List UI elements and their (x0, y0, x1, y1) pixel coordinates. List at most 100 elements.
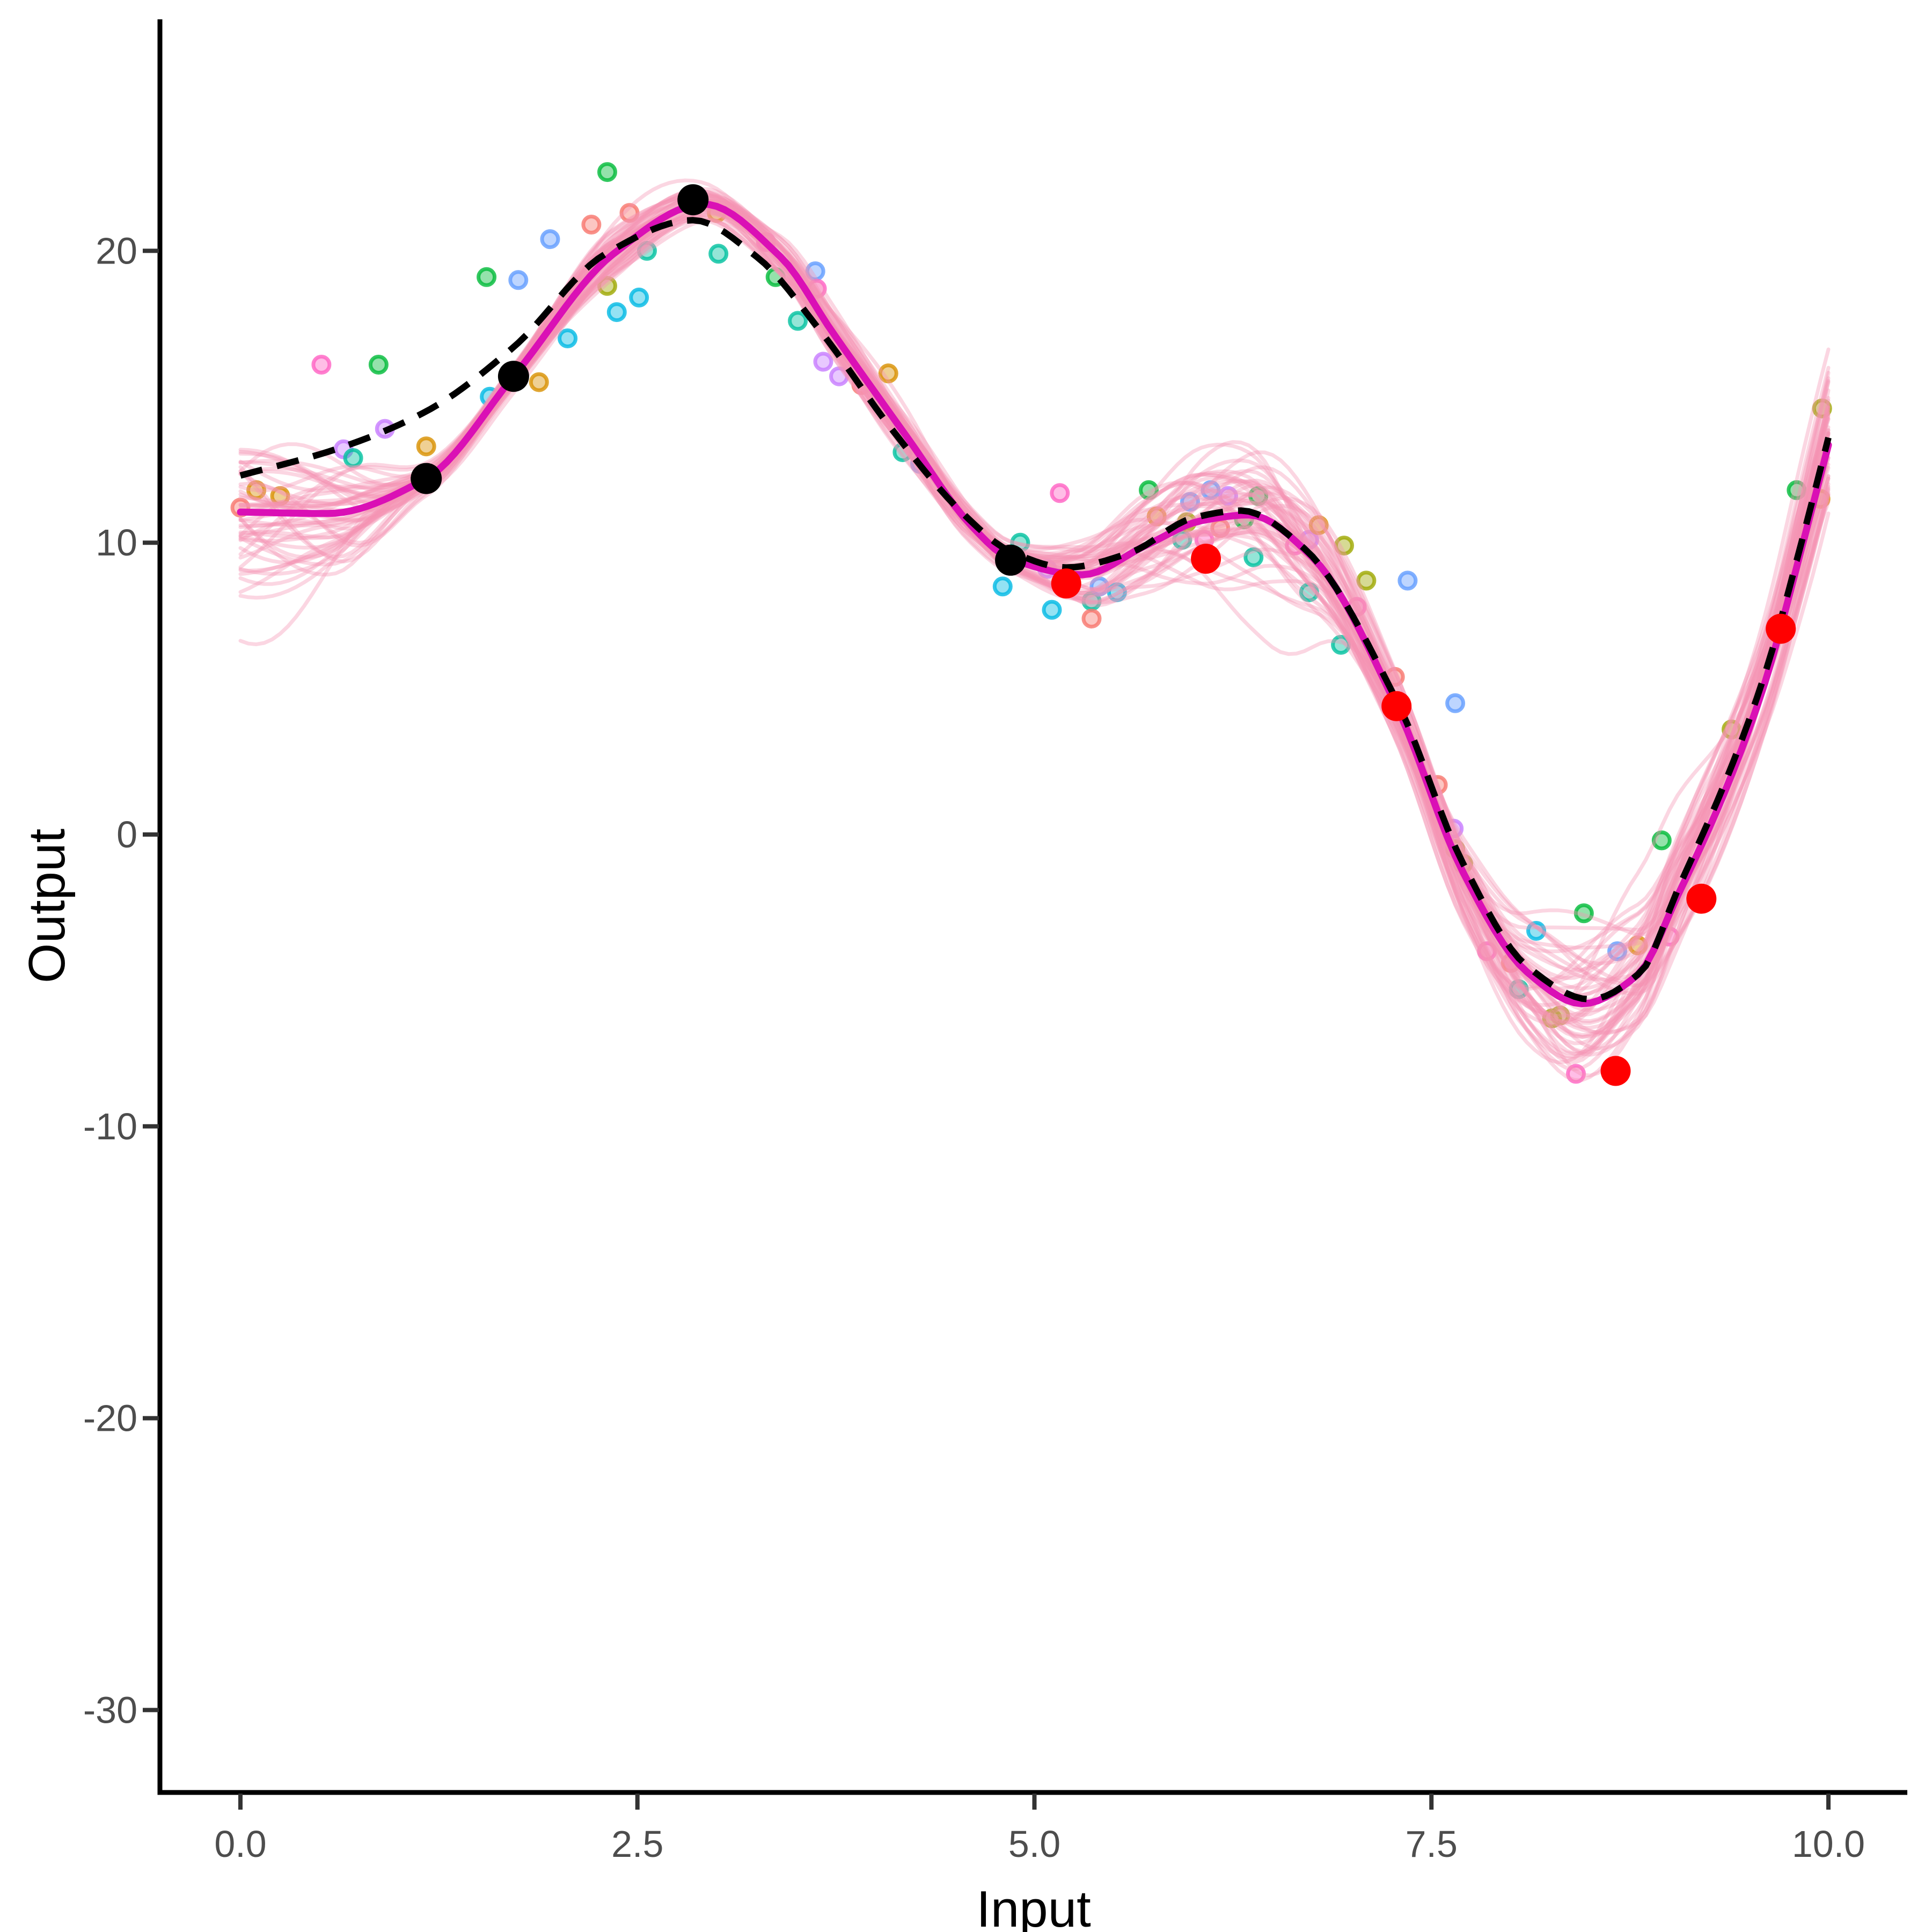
observation-dot-pink (311, 355, 332, 375)
observation-dot-cyan (606, 302, 627, 323)
observation-dot-green (368, 355, 389, 375)
x-tick-label: 10.0 (1792, 1823, 1865, 1865)
observation-dot-olive (1334, 536, 1354, 556)
x-axis-title: Input (976, 1880, 1091, 1932)
observation-dot-blue (1445, 693, 1466, 713)
test-dot (1600, 1056, 1631, 1086)
observation-dot-teal (788, 311, 808, 331)
posterior-sample-line (238, 202, 1831, 1007)
observation-dot-gold (1146, 506, 1167, 526)
observation-dot-green (1574, 903, 1594, 924)
observation-dot-cyan (558, 328, 578, 348)
observation-dot-salmon (619, 203, 640, 223)
observation-dot-gold (246, 480, 267, 500)
observation-dot-blue (1201, 480, 1221, 500)
test-dot (1381, 691, 1412, 721)
y-tick-label: -10 (83, 1106, 137, 1147)
y-tick-label: 0 (116, 814, 137, 855)
observation-dot-green (1248, 486, 1269, 506)
observation-dot-blue (1607, 941, 1627, 961)
posterior-mean-curve (237, 201, 1832, 1007)
posterior-sample-line (238, 196, 1831, 1057)
posterior-sample-line (238, 192, 1831, 1018)
posterior-sample-line (238, 178, 1831, 1015)
observation-dot-green (477, 267, 497, 287)
posterior-sample-line (238, 204, 1831, 1013)
posterior-sample-line (238, 202, 1831, 1030)
x-tick-label: 2.5 (611, 1823, 663, 1865)
posterior-sample-line (238, 196, 1831, 997)
observation-dot-olive (1356, 570, 1377, 591)
observation-dot-violet (829, 366, 849, 386)
true-function-dashed-line (239, 217, 1832, 1003)
training-dot (411, 463, 442, 494)
axes: 20 10 0 -10 -20 -30 0.0 2.5 5.0 7.5 10.0 (83, 19, 1907, 1865)
observation-dot-green (1787, 480, 1807, 500)
observation-dot-blue (1397, 570, 1418, 591)
observation-dot-violet (1218, 486, 1238, 506)
posterior-mean-line (237, 201, 1832, 1007)
posterior-sample-line (238, 202, 1831, 1001)
posterior-sample-line (238, 204, 1831, 1017)
observation-dot-violet (813, 352, 833, 372)
observation-dot-teal (1299, 582, 1319, 603)
posterior-sample-line (238, 202, 1831, 991)
observation-dot-teal (637, 240, 657, 261)
observation-dot-gold (416, 436, 436, 457)
observation-dot-pink (1566, 1064, 1586, 1084)
observation-dot-olive (1812, 398, 1832, 419)
test-dot (1191, 544, 1221, 574)
posterior-sample-line (238, 215, 1831, 996)
observation-dot-green (1651, 830, 1672, 851)
observation-dot-green (1139, 480, 1159, 500)
observation-dot-pink (1050, 483, 1070, 503)
posterior-sample-line (238, 199, 1831, 1045)
posterior-sample-line (238, 193, 1831, 1056)
observation-dot-pink (1477, 941, 1497, 961)
observation-dot-teal (1243, 547, 1264, 567)
observation-dot-cyan (1042, 599, 1062, 620)
posterior-sample-line (238, 206, 1831, 991)
training-dot (677, 184, 709, 216)
posterior-sample-line (238, 207, 1831, 997)
observation-dot-cyan (1526, 921, 1546, 941)
posterior-sample-line (238, 194, 1831, 1056)
observation-dot-gold (1628, 935, 1648, 956)
y-axis-title: Output (18, 829, 76, 983)
true-function-curve (239, 217, 1832, 1003)
test-dot (1766, 613, 1796, 644)
observation-dot-teal (1509, 979, 1529, 999)
posterior-sample-line (238, 209, 1831, 989)
posterior-sample-line (238, 205, 1831, 991)
observation-dot-blue (540, 229, 560, 250)
test-points (1051, 544, 1796, 1086)
observation-dot-cyan (1107, 582, 1127, 603)
observation-dot-olive (1550, 1005, 1570, 1026)
posterior-sample-line (238, 210, 1831, 1060)
training-points (411, 184, 1027, 576)
observation-dot-gold (529, 372, 549, 392)
observation-dot-teal (343, 448, 363, 468)
observation-dot-teal (1172, 530, 1192, 550)
posterior-sample-line (238, 198, 1831, 982)
posterior-sample-lines (238, 178, 1831, 1082)
observation-dot-blue (508, 270, 529, 290)
observation-dot-olive (597, 276, 617, 296)
test-dot (1051, 568, 1081, 599)
x-tick-label: 7.5 (1406, 1823, 1458, 1865)
observation-dot-teal (708, 244, 729, 264)
posterior-sample-line (238, 199, 1831, 1065)
observation-dot-olive (1722, 719, 1741, 740)
posterior-sample-line (238, 205, 1831, 1023)
posterior-sample-line (238, 201, 1831, 1025)
observation-dot-gold (1308, 515, 1329, 536)
x-tick-label: 5.0 (1008, 1823, 1060, 1865)
observation-dot-green (597, 162, 617, 182)
training-dot (497, 361, 529, 392)
posterior-sample-line (238, 193, 1831, 987)
observation-dot-salmon (1081, 609, 1102, 629)
x-tick-label: 0.0 (214, 1823, 266, 1865)
y-tick-label: -30 (83, 1689, 137, 1731)
posterior-sample-line (238, 189, 1831, 1065)
